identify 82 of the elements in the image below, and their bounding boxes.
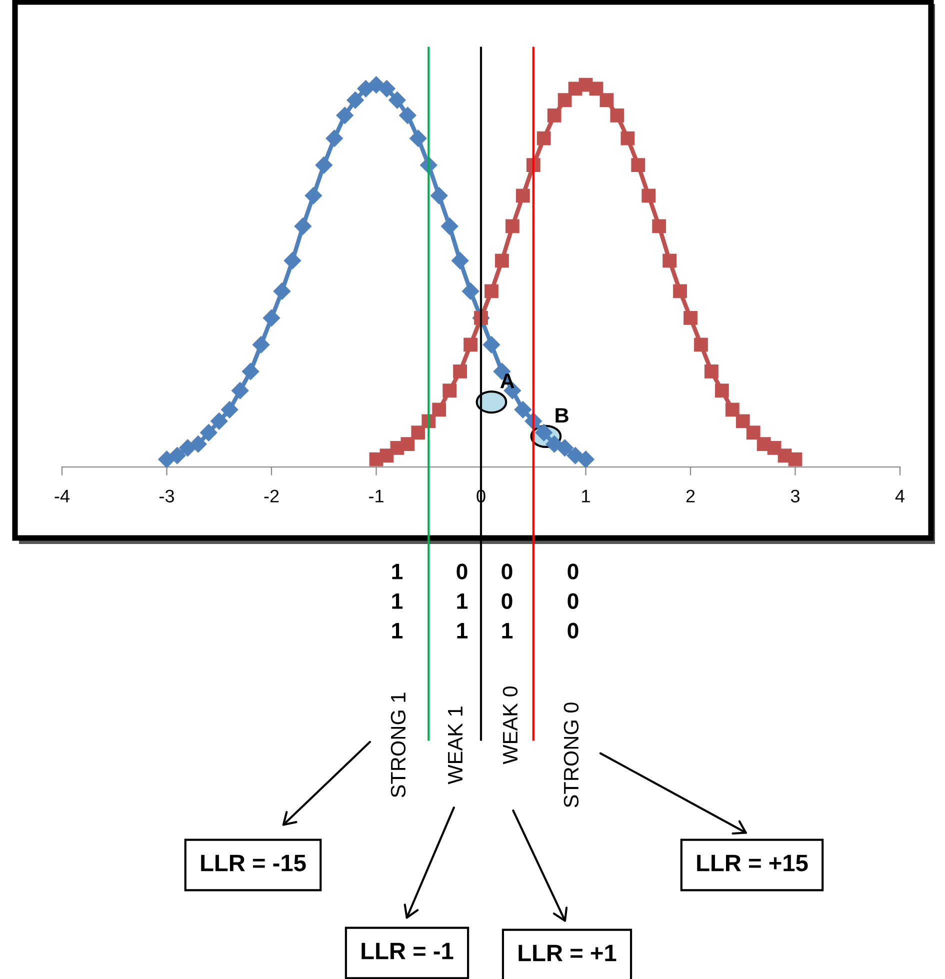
text: 0 0 0 [568, 564, 578, 639]
point [252, 336, 270, 354]
x-tick-label: 3 [790, 490, 800, 502]
point [620, 131, 635, 146]
text: STRONG 1 [390, 692, 406, 798]
x-tick-label: 2 [686, 490, 695, 502]
point [482, 336, 500, 354]
point [662, 254, 676, 268]
point [326, 130, 343, 147]
text: 1 1 1 [392, 564, 403, 638]
text: 0 1 1 [456, 564, 468, 638]
point [631, 158, 646, 172]
point [179, 439, 196, 456]
point [168, 446, 186, 464]
point [547, 108, 562, 122]
point [378, 80, 396, 98]
point [746, 426, 760, 440]
point [411, 426, 426, 440]
point [464, 338, 478, 352]
point [536, 131, 551, 146]
point [453, 364, 467, 378]
x-tick-label: -4 [54, 490, 70, 502]
point [442, 384, 457, 398]
point [577, 450, 594, 468]
point [556, 439, 574, 456]
point [704, 364, 718, 378]
point [505, 219, 520, 234]
point [284, 252, 301, 270]
annotation: B [556, 408, 568, 423]
point [221, 401, 238, 418]
point [242, 362, 260, 380]
text: WEAK 1 [448, 706, 462, 784]
point [788, 452, 802, 466]
point [200, 424, 218, 442]
point [484, 284, 498, 298]
point [315, 156, 332, 174]
point [190, 436, 207, 453]
point [273, 282, 291, 300]
point [725, 402, 740, 417]
point [495, 254, 509, 268]
text: WEAK 0 [502, 686, 518, 764]
point [452, 252, 469, 270]
point [684, 311, 698, 325]
point [642, 188, 656, 203]
x-tick-label: -3 [160, 490, 174, 502]
point [399, 106, 416, 124]
point [294, 218, 312, 235]
point [400, 437, 415, 452]
point [432, 402, 446, 417]
text: LLR = +1 [518, 944, 616, 962]
point [336, 106, 354, 124]
text: STRONG 0 [564, 702, 579, 808]
point [262, 309, 280, 327]
point [346, 92, 364, 109]
point [514, 401, 532, 418]
point [462, 282, 480, 300]
text: LLR = -15 [201, 854, 306, 872]
point [566, 446, 584, 464]
point [430, 187, 448, 204]
point [558, 93, 572, 108]
point [694, 338, 708, 352]
point [388, 92, 406, 109]
point [736, 414, 750, 428]
point [673, 284, 687, 298]
x-tick-label: -1 [369, 490, 384, 502]
x-tick-label: 1 [582, 490, 590, 502]
point [410, 130, 427, 147]
x-tick-label: 4 [895, 490, 904, 502]
point [304, 187, 322, 204]
point [714, 384, 729, 398]
point [610, 108, 624, 122]
text: 0 0 1 [502, 564, 513, 638]
point [589, 82, 604, 96]
point [210, 412, 228, 430]
x-tick-label: -2 [264, 490, 279, 502]
point [441, 218, 458, 235]
point [600, 93, 614, 108]
text: LLR = +15 [697, 854, 808, 872]
point [232, 382, 249, 400]
text: LLR = -1 [362, 942, 454, 960]
point [516, 188, 530, 203]
point [652, 219, 666, 234]
